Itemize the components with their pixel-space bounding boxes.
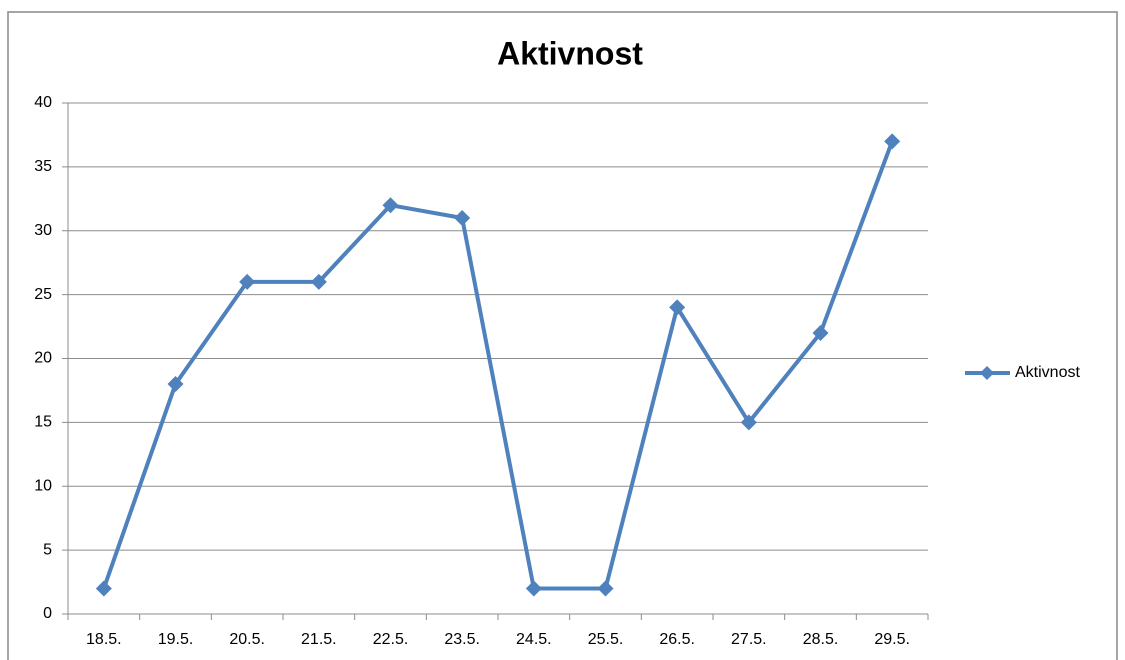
marker <box>95 580 112 597</box>
x-tick-label: 28.5. <box>803 631 839 648</box>
marker <box>454 209 471 226</box>
marker <box>884 133 901 150</box>
legend-label: Aktivnost <box>1015 364 1080 381</box>
x-tick-label: 27.5. <box>731 631 767 648</box>
x-tick-label: 18.5. <box>86 631 122 648</box>
marker <box>812 324 829 341</box>
series-line <box>101 140 895 591</box>
x-tick-label: 29.5. <box>874 631 910 648</box>
x-tick-label: 26.5. <box>659 631 695 648</box>
y-tick-label: 5 <box>43 541 52 558</box>
x-tick-label: 23.5. <box>444 631 480 648</box>
chart-border <box>7 11 1118 660</box>
y-tick-label: 15 <box>34 414 52 431</box>
marker <box>382 197 399 214</box>
y-tick-label: 25 <box>34 286 52 303</box>
marker <box>597 580 614 597</box>
y-tick-label: 10 <box>34 477 52 494</box>
x-tick-label: 21.5. <box>301 631 337 648</box>
y-tick-label: 20 <box>34 350 52 367</box>
marker <box>740 414 757 431</box>
x-tick-label: 22.5. <box>373 631 409 648</box>
x-tick-label: 20.5. <box>229 631 265 648</box>
marker <box>525 580 542 597</box>
x-tick-label: 24.5. <box>516 631 552 648</box>
x-tick-label: 25.5. <box>588 631 624 648</box>
marker <box>669 299 686 316</box>
y-tick-label: 30 <box>34 222 52 239</box>
y-tick-label: 0 <box>43 605 52 622</box>
chart-title: Aktivnost <box>497 35 643 71</box>
marker <box>239 273 256 290</box>
x-tick-label: 19.5. <box>158 631 194 648</box>
legend-marker <box>980 366 994 380</box>
marker <box>310 273 327 290</box>
y-tick-label: 40 <box>34 94 52 111</box>
marker <box>167 376 184 393</box>
y-tick-label: 35 <box>34 158 52 175</box>
